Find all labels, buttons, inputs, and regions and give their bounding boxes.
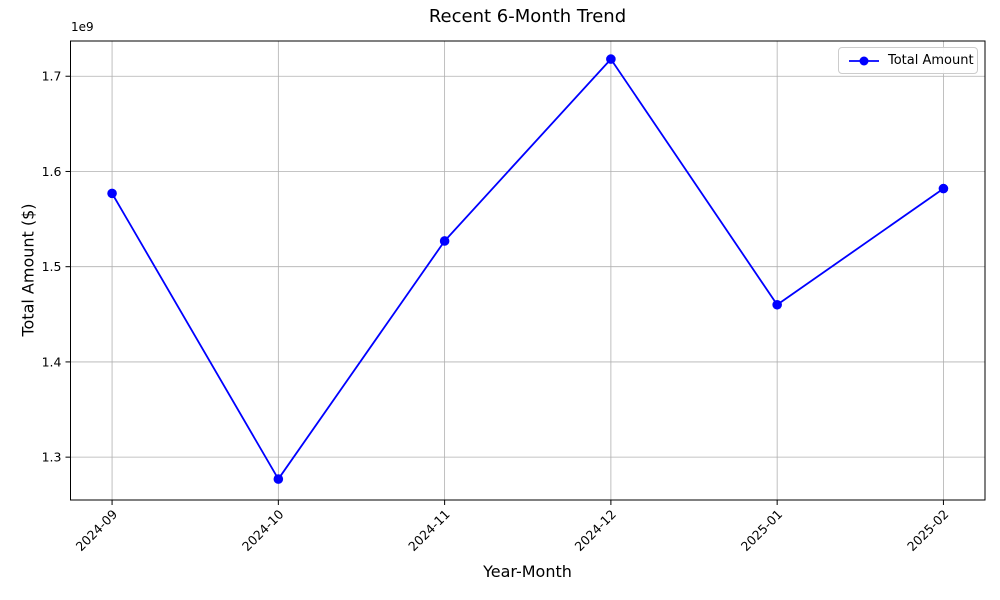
x-tick-label: 2025-01	[738, 507, 786, 555]
series-line	[111, 58, 944, 480]
y-axis-offset-text: 1e9	[71, 20, 94, 34]
x-axis-label: Year-Month	[483, 562, 572, 581]
x-tick-label: 2024-10	[239, 506, 287, 554]
data-point-marker	[772, 299, 782, 310]
x-tick-label: 2024-12	[571, 507, 619, 555]
x-tick-label: 2024-11	[405, 507, 453, 555]
legend: Total Amount	[838, 47, 978, 74]
axes-spines	[70, 40, 986, 501]
data-point-marker	[938, 183, 949, 194]
x-tick-label: 2024-09	[73, 506, 121, 554]
y-tick-label: 1.7	[42, 69, 62, 84]
legend-line-sample-icon	[849, 56, 879, 65]
legend-label: Total Amount	[888, 53, 974, 68]
y-tick-label: 1.4	[42, 354, 62, 369]
data-point-marker	[273, 474, 284, 484]
x-tick-label: 2025-02	[904, 507, 952, 555]
data-point-marker	[107, 188, 117, 199]
data-point-marker	[439, 236, 450, 246]
y-tick-label: 1.5	[42, 259, 62, 274]
data-point-marker	[606, 54, 616, 64]
y-tick-label: 1.3	[42, 450, 62, 465]
y-axis-label: Total Amount ($)	[18, 203, 38, 337]
legend-marker	[859, 56, 869, 65]
chart-title: Recent 6-Month Trend	[428, 6, 627, 27]
y-tick-label: 1.6	[42, 164, 62, 179]
